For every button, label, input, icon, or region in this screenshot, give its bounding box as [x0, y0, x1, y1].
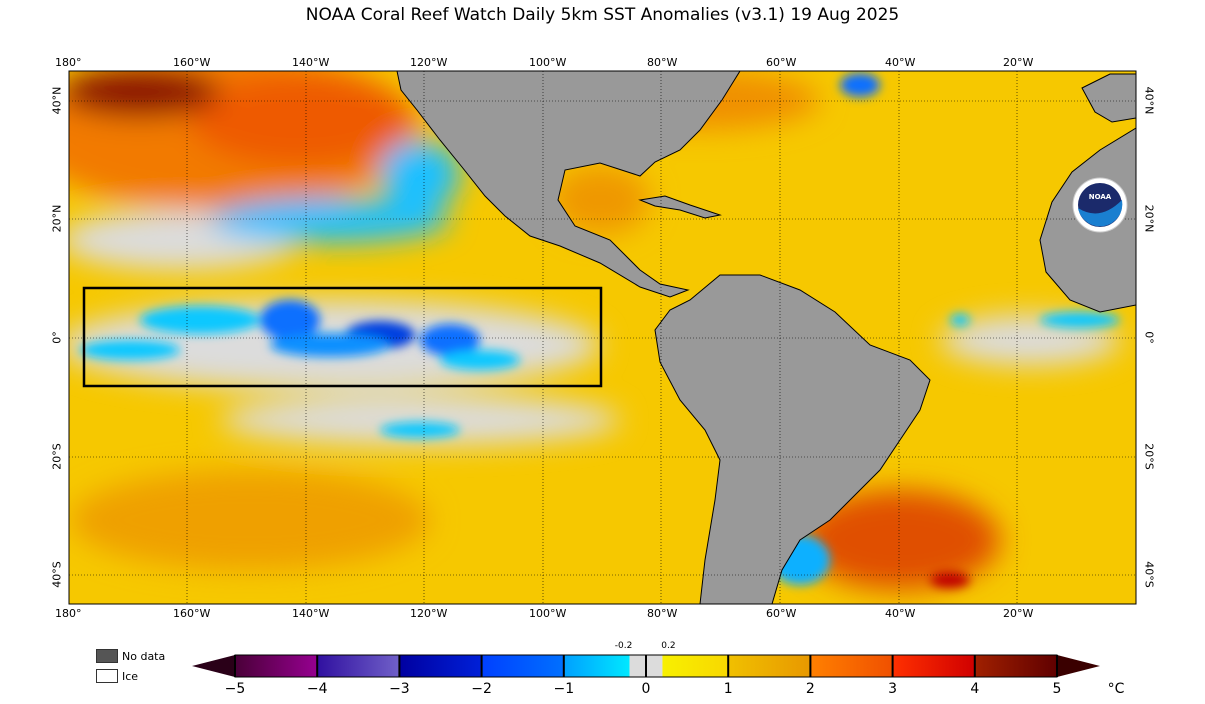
- nino-region-box: [82, 286, 603, 388]
- colorbar-segment: [317, 655, 400, 677]
- colorbar: [192, 654, 1100, 678]
- lon-tick-label: 180°: [55, 607, 82, 620]
- lon-tick-label: 20°W: [1003, 607, 1034, 620]
- colorbar-segment: [974, 655, 1057, 677]
- europe: [1081, 73, 1136, 123]
- cuba: [638, 195, 722, 219]
- svg-text:NOAA: NOAA: [1089, 193, 1112, 201]
- lat-tick-label: 40°N: [1142, 86, 1156, 115]
- legend-label: No data: [122, 649, 166, 663]
- colorbar-tick-label: −3: [389, 681, 410, 697]
- colorbar-small-tick-label: 0.2: [661, 641, 676, 651]
- no-data-swatch: [96, 649, 118, 663]
- lon-tick-label: 80°W: [647, 56, 678, 69]
- lat-tick-label: 20°N: [50, 204, 64, 233]
- anomaly-field: [69, 71, 1136, 604]
- lon-tick-label: 140°W: [292, 56, 330, 69]
- lat-tick-label: 0°: [50, 331, 64, 344]
- colorbar-under-arrow: [192, 655, 235, 677]
- lat-tick-label: 20°S: [1142, 443, 1156, 470]
- legend-no-data: No data: [96, 649, 165, 663]
- lon-tick-label: 160°W: [173, 607, 211, 620]
- lat-tick-label: 20°N: [1142, 204, 1156, 233]
- lon-tick-label: 140°W: [292, 607, 330, 620]
- lon-tick-label: 80°W: [647, 607, 678, 620]
- colorbar-segment: [481, 655, 564, 677]
- lat-tick-label: 0°: [1142, 331, 1156, 344]
- colorbar-tick-label: 4: [970, 681, 980, 697]
- lon-tick-label: 120°W: [410, 607, 448, 620]
- colorbar-segment: [892, 655, 975, 677]
- colorbar-tick-label: −4: [306, 681, 328, 697]
- lon-tick-label: 100°W: [529, 56, 567, 69]
- colorbar-segment: [563, 655, 630, 677]
- colorbar-segment: [399, 655, 482, 677]
- colorbar-tick-label: −2: [471, 681, 492, 697]
- lon-tick-label: 120°W: [410, 56, 448, 69]
- north-america: [396, 71, 741, 298]
- colorbar-over-arrow: [1057, 655, 1100, 677]
- lat-tick-label: 40°S: [1142, 561, 1156, 588]
- colorbar-small-tick-label: -0.2: [614, 641, 633, 651]
- legend-ice: Ice: [96, 669, 138, 683]
- south-america: [654, 274, 931, 604]
- colorbar-segment: [728, 655, 811, 677]
- colorbar-tick-label: 1: [723, 681, 733, 697]
- graticule: [69, 71, 1136, 604]
- colorbar-tick-label: 3: [888, 681, 898, 697]
- noaa-logo: NOAA: [1072, 177, 1128, 233]
- lon-tick-label: 160°W: [173, 56, 211, 69]
- colorbar-tick-label: 5: [1052, 681, 1062, 697]
- map-title: NOAA Coral Reef Watch Daily 5km SST Anom…: [305, 5, 900, 25]
- lat-tick-label: 20°S: [50, 443, 64, 470]
- lon-tick-label: 40°W: [885, 607, 916, 620]
- colorbar-tick-label: −1: [553, 681, 575, 697]
- colorbar-tick-label: −5: [224, 681, 246, 697]
- colorbar-unit: °C: [1107, 681, 1125, 697]
- ice-swatch: [96, 669, 118, 683]
- colorbar-segment: [810, 655, 893, 677]
- colorbar-tick-label: 0: [641, 681, 651, 697]
- lon-tick-label: 180°: [55, 56, 82, 69]
- lon-tick-label: 40°W: [885, 56, 916, 69]
- lon-tick-label: 60°W: [766, 607, 797, 620]
- colorbar-tick-label: 2: [805, 681, 815, 697]
- lon-tick-label: 100°W: [529, 607, 567, 620]
- lon-tick-label: 60°W: [766, 56, 797, 69]
- colorbar-segment: [235, 655, 318, 677]
- lat-tick-label: 40°N: [50, 86, 64, 115]
- lon-tick-label: 20°W: [1003, 56, 1034, 69]
- legend-label: Ice: [122, 669, 139, 683]
- colorbar-segment: [662, 655, 729, 677]
- lat-tick-label: 40°S: [50, 561, 64, 588]
